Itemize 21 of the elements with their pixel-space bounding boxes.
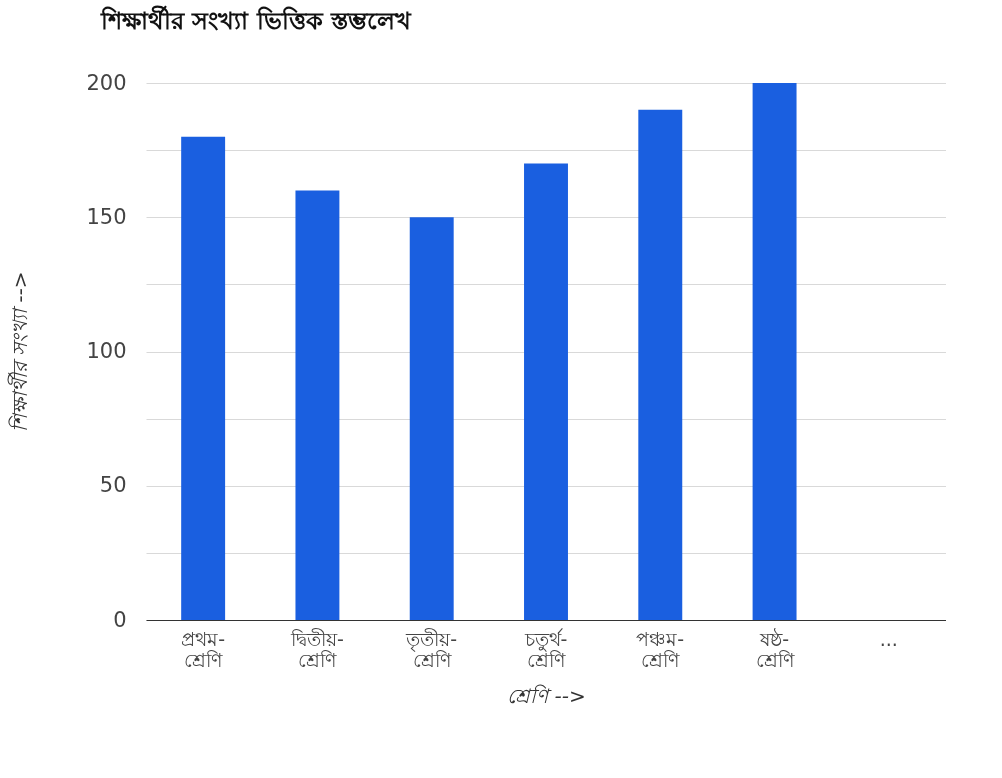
y-tick-label: 150 [86,204,127,229]
x-tick-label: ... [879,627,898,650]
x-tick-label: ষষ্ঠ-শ্রেণি [755,627,795,671]
bar [638,109,683,620]
bar [409,217,454,620]
x-tick-label: প্রথম-শ্রেণি [181,627,226,671]
x-tick-label: দ্বিতীয়-শ্রেণি [290,627,344,671]
x-tick-label: পঞ্চম-শ্রেণি [636,627,685,671]
bar [295,190,340,620]
x-tick-label: তৃতীয়-শ্রেণি [405,627,458,671]
bar [752,83,797,620]
y-tick-label: 200 [86,70,127,95]
x-axis-title: শ্রেণি --> [507,683,586,708]
bar [524,163,568,620]
chart-title: শিক্ষার্থীর সংখ্যা ভিত্তিক স্তম্ভলেখ [99,5,412,35]
x-tick-label: চতুর্থ-শ্রেণি [523,627,568,671]
bar [181,136,226,620]
y-tick-label: 0 [113,607,127,632]
y-tick-label: 50 [99,473,127,498]
y-tick-label: 100 [86,339,127,363]
y-axis-title: শিক্ষার্থীর সংখ্যা --> [7,271,33,433]
